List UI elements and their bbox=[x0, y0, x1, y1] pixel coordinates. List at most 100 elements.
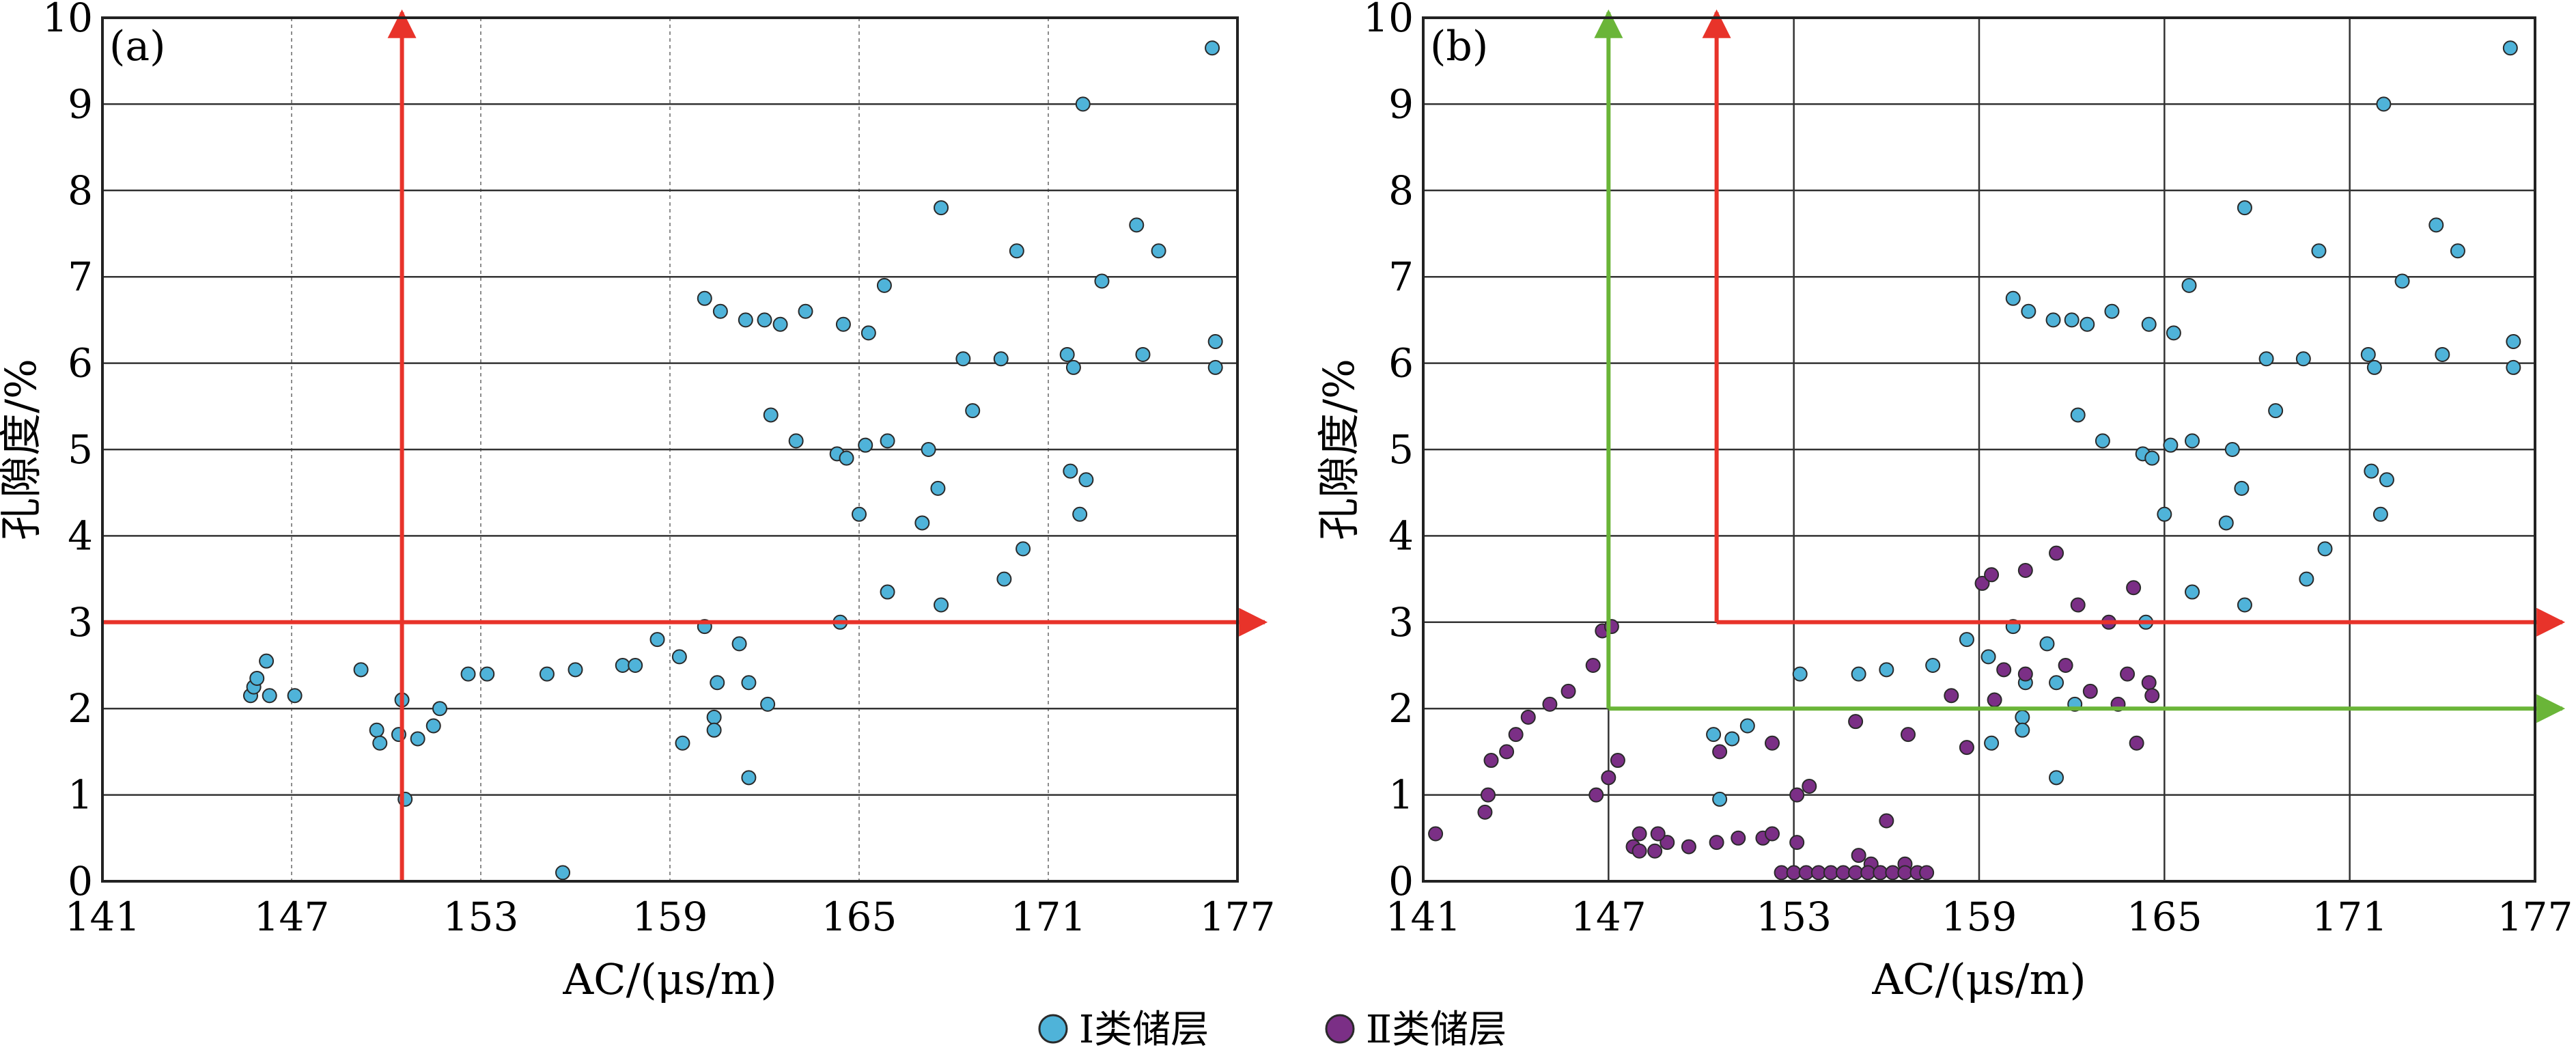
type1-point bbox=[2237, 200, 2252, 216]
type1-point bbox=[1059, 346, 1075, 362]
type2-point bbox=[1712, 744, 1728, 760]
type1-point bbox=[259, 653, 275, 669]
type1-point bbox=[1207, 359, 1223, 375]
type1-point bbox=[2021, 303, 2036, 319]
panel-b-y-axis-label: 孔隙度/% bbox=[1314, 359, 1364, 540]
y-tick-label-9: 9 bbox=[1388, 81, 1414, 127]
type1-point bbox=[2185, 433, 2200, 449]
type2-point bbox=[2141, 675, 2157, 691]
type2-point bbox=[1802, 778, 1817, 794]
type2-point bbox=[1650, 826, 1666, 842]
type1-point bbox=[934, 200, 949, 216]
x-tick-label-165: 165 bbox=[2127, 894, 2202, 940]
type1-point bbox=[914, 515, 930, 531]
type2-point bbox=[1900, 727, 1916, 743]
type2-point bbox=[1774, 865, 1789, 881]
type2-point bbox=[2082, 683, 2098, 699]
panel-b: 141 147 153 159 165 171 177 0 1 2 3 4 5 6 7 8 9 10 (b) AC… bbox=[1314, 0, 2573, 1004]
type1-point bbox=[760, 696, 776, 712]
y-tick-label-1: 1 bbox=[68, 772, 93, 818]
type2-point bbox=[1984, 567, 2000, 583]
panel-a-grid bbox=[102, 18, 1237, 881]
type1-point bbox=[880, 433, 895, 449]
type2-point bbox=[2129, 735, 2144, 751]
type2-point bbox=[1585, 658, 1601, 673]
y-tick-label-0: 0 bbox=[1388, 858, 1414, 904]
type1-point bbox=[2435, 346, 2450, 362]
type2-point bbox=[1542, 696, 1558, 712]
y-tick-label-3: 3 bbox=[1388, 599, 1414, 646]
type2-point bbox=[1848, 714, 1864, 730]
panel-a-cutoff-lines bbox=[102, 9, 1268, 881]
panel-a-x-axis-label: AC/(μs/m) bbox=[562, 954, 776, 1004]
type1-point bbox=[1009, 243, 1024, 259]
type1-point bbox=[2049, 675, 2064, 691]
type1-point bbox=[1016, 541, 1031, 557]
type1-point bbox=[2218, 515, 2234, 531]
type2-point bbox=[1560, 683, 1576, 699]
x-tick-label-147: 147 bbox=[254, 894, 330, 940]
type2-point bbox=[2049, 545, 2064, 561]
panel-a-label: (a) bbox=[109, 23, 166, 70]
type1-point bbox=[772, 316, 788, 332]
type2-point bbox=[2070, 597, 2086, 613]
type2-point bbox=[1987, 692, 2002, 708]
y-tick-label-2: 2 bbox=[68, 685, 93, 732]
type2-point bbox=[2120, 666, 2136, 682]
type1-point bbox=[1724, 731, 1740, 747]
type2-point bbox=[1959, 740, 1974, 756]
type1-point bbox=[2157, 506, 2172, 522]
type1-point bbox=[2064, 312, 2080, 328]
type1-point bbox=[757, 312, 772, 328]
type1-point bbox=[628, 658, 643, 673]
x-tick-label-147: 147 bbox=[1571, 894, 1647, 940]
y-tick-label-6: 6 bbox=[1388, 340, 1414, 387]
type1-point bbox=[996, 571, 1012, 587]
type1-point bbox=[1925, 658, 1941, 673]
type1-point bbox=[2299, 571, 2314, 587]
type2-point bbox=[1660, 835, 1675, 851]
type1-point bbox=[369, 722, 384, 738]
type2-point bbox=[1919, 865, 1935, 881]
type2-point bbox=[1520, 709, 1536, 725]
type1-point bbox=[2295, 351, 2311, 367]
type1-point bbox=[2506, 359, 2521, 375]
type1-point bbox=[2237, 597, 2252, 613]
x-tick-label-153: 153 bbox=[1756, 894, 1832, 940]
type1-point bbox=[1129, 217, 1145, 233]
y-tick-label-7: 7 bbox=[68, 253, 93, 300]
type1-point bbox=[741, 770, 757, 786]
y-tick-label-8: 8 bbox=[68, 167, 93, 214]
type1-point bbox=[993, 351, 1009, 367]
type2-point bbox=[1810, 865, 1826, 881]
type1-point bbox=[2141, 316, 2157, 332]
legend: Ⅰ类储层 Ⅱ类储层 bbox=[1038, 1008, 1507, 1050]
type1-point bbox=[2311, 243, 2327, 259]
type2-point bbox=[1499, 744, 1515, 760]
type2-point bbox=[1786, 865, 1802, 881]
type1-point bbox=[568, 662, 583, 678]
type1-point bbox=[965, 403, 981, 419]
y-tick-label-4: 4 bbox=[1388, 512, 1414, 559]
type1-point bbox=[706, 709, 722, 725]
type1-point bbox=[1065, 359, 1081, 375]
type2-point bbox=[1996, 662, 2012, 678]
type1-point bbox=[287, 688, 303, 704]
type1-point bbox=[2258, 351, 2274, 367]
type1-point bbox=[1151, 243, 1166, 259]
x-tick-label-141: 141 bbox=[1386, 894, 1461, 940]
type1-point bbox=[1851, 666, 1866, 682]
panel-a-tick-labels: 141 147 153 159 165 171 177 0 1 2 3 4 5 6 7 8 9 10 bbox=[42, 0, 1275, 940]
type2-point bbox=[1632, 826, 1647, 842]
type1-point bbox=[460, 666, 476, 682]
type1-point bbox=[2234, 480, 2250, 496]
type2-point bbox=[2017, 562, 2033, 578]
panel-a-frame bbox=[101, 16, 1239, 883]
type1-point bbox=[555, 865, 571, 881]
type2-point bbox=[1647, 843, 1663, 859]
type1-point bbox=[2450, 243, 2465, 259]
type1-point bbox=[858, 437, 873, 453]
type1-point bbox=[2372, 506, 2388, 522]
type2-point bbox=[1632, 843, 1647, 859]
